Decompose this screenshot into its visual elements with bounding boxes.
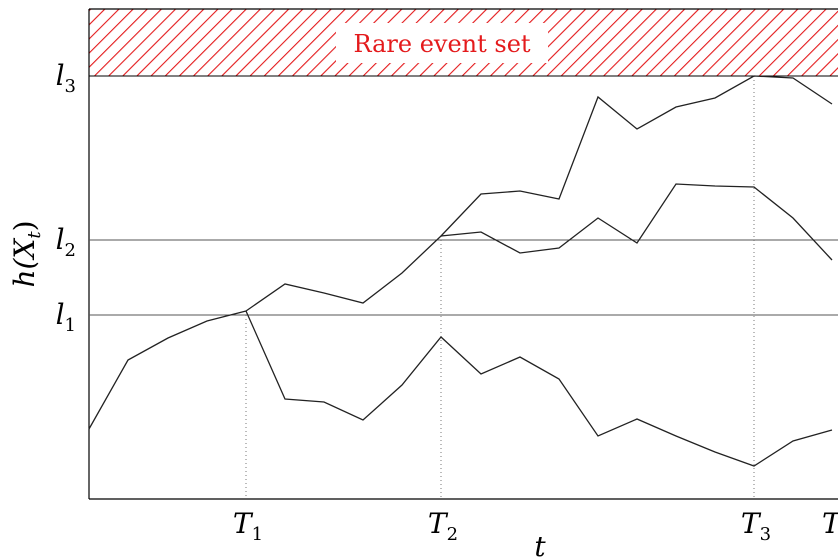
time-label-2: T2 <box>428 507 458 545</box>
time-label-final: T <box>822 507 838 540</box>
rare-event-label: Rare event set <box>353 30 530 58</box>
level-label-1: l1 <box>56 298 76 336</box>
time-label-3: T3 <box>741 507 771 545</box>
rare-event-label-box <box>336 23 548 63</box>
time-label-1: T1 <box>233 507 263 545</box>
level-label-3: l3 <box>56 59 76 97</box>
level-label-2: l2 <box>56 223 76 261</box>
y-axis-label: h(Xt) <box>8 220 45 287</box>
x-axis-label: t <box>534 530 546 560</box>
trajectory-middle <box>245 183 833 312</box>
trajectory-upper <box>440 75 833 237</box>
trajectory-lower <box>245 310 833 467</box>
trajectory-initial <box>88 310 247 430</box>
